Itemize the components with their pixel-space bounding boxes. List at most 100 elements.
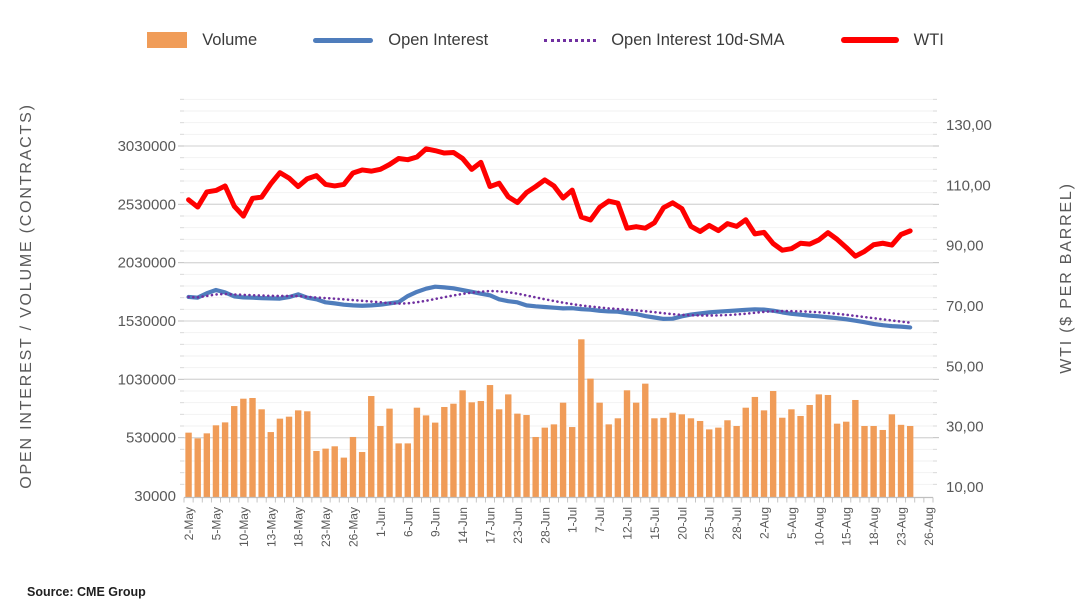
volume-bar (751, 396, 759, 497)
volume-bar (231, 406, 238, 497)
x-axis-tick-label: 23-Jun (511, 507, 525, 544)
open-interest-sma-line (187, 289, 912, 324)
volume-bar (806, 405, 813, 497)
volume-bar (267, 432, 274, 497)
volume-bar (203, 433, 211, 497)
right-axis-tick-label: 130,00 (946, 117, 992, 134)
x-axis-tick-label: 18-May (292, 507, 306, 547)
volume-bar (468, 402, 475, 497)
right-axis-tick-label: 50,00 (946, 358, 984, 375)
volume-bar (660, 417, 667, 497)
legend-label-volume: Volume (202, 30, 258, 49)
volume-bar (294, 410, 302, 497)
x-axis-tick-label: 28-Jul (730, 507, 744, 540)
volume-bar (870, 426, 877, 497)
right-axis-tick-label: 10,00 (946, 479, 984, 496)
volume-bar (596, 402, 603, 497)
x-axis-tick-label: 9-Jun (429, 507, 443, 537)
left-axis-tick-label: 3030000 (118, 138, 176, 155)
volume-bar (815, 394, 823, 497)
volume-bar (240, 398, 247, 497)
x-axis-tick-label: 28-Jun (538, 507, 552, 544)
volume-bar (377, 426, 384, 497)
x-axis-tick-label: 5-Aug (785, 507, 799, 539)
volume-bar (413, 407, 421, 497)
volume-bar (614, 418, 622, 497)
volume-bar (669, 412, 676, 497)
volume-bar (550, 424, 558, 497)
legend-item-open-interest-sma: Open Interest 10d-SMA (544, 31, 785, 50)
volume-bar (459, 390, 466, 497)
left-axis-tick-label: 1030000 (118, 371, 176, 388)
right-axis-title: WTI ($ PER BARREL) (1058, 182, 1075, 374)
volume-bar (185, 432, 192, 497)
x-axis-tick-label: 7-Jul (593, 507, 607, 533)
chart-legend: Volume Open Interest Open Interest 10d-S… (0, 22, 1091, 58)
volume-bar (852, 399, 859, 497)
volume-bar (349, 436, 357, 497)
volume-bar (358, 452, 366, 497)
volume-bar (340, 457, 348, 497)
x-axis-tick-label: 25-Jul (703, 507, 717, 540)
volume-bar (422, 415, 430, 497)
volume-bar (304, 411, 311, 497)
volume-bar (678, 414, 686, 497)
volume-bar (450, 403, 457, 497)
x-axis-tick-label: 17-Jun (483, 507, 497, 544)
left-axis-tick-label: 2030000 (118, 255, 176, 272)
volume-bar (715, 427, 722, 497)
volume-bar (879, 429, 886, 497)
volume-bar (486, 385, 494, 497)
volume-bar (797, 415, 804, 497)
series-lines (186, 146, 913, 330)
volume-bar (559, 402, 567, 497)
volume-bar (724, 420, 731, 497)
x-axis-tick-label: 20-Jul (675, 507, 689, 540)
x-axis-tick-label: 2-May (182, 507, 196, 540)
x-axis-tick-label: 23-Aug (895, 507, 909, 546)
x-axis-tick-label: 1-Jun (374, 507, 388, 537)
volume-bar (632, 402, 640, 497)
x-axis-tick-label: 12-Jul (621, 507, 635, 540)
left-axis-tick-label: 1530000 (118, 313, 176, 330)
volume-bar (532, 436, 539, 497)
left-axis-tick-label: 530000 (126, 430, 176, 447)
wti-swatch-icon (840, 37, 899, 43)
volume-bar (404, 443, 411, 497)
volume-bar (623, 390, 631, 497)
volume-bar (431, 422, 439, 497)
volume-bar (212, 425, 220, 497)
volume-bar (514, 413, 521, 497)
volume-swatch-icon (147, 32, 188, 48)
volume-bar (331, 446, 338, 497)
left-axis-tick-label: 30000 (134, 488, 176, 505)
volume-bar (769, 391, 777, 497)
volume-bar (906, 426, 914, 497)
left-axis-tick-label: 2530000 (118, 196, 176, 213)
volume-bar (441, 406, 448, 497)
x-axis-tick-label: 23-May (319, 507, 333, 547)
volume-bar (395, 443, 402, 497)
wti-line (186, 146, 913, 259)
x-axis-tick-label: 6-Jun (401, 507, 415, 537)
volume-bar (779, 417, 786, 497)
volume-bar (276, 418, 284, 497)
volume-bar (788, 409, 795, 497)
volume-bar (495, 409, 503, 497)
volume-bar (249, 398, 256, 497)
open-interest-line (186, 284, 913, 330)
axes: 3030000 2530000 2030000 1530000 1030000 53000… (118, 98, 992, 547)
open-interest-sma-swatch-icon (544, 38, 597, 42)
volume-bar (541, 427, 548, 497)
volume-bars (185, 339, 914, 497)
legend-item-wti: WTI (840, 31, 944, 50)
open-interest-swatch-icon (313, 37, 374, 43)
x-axis-tick-label: 18-Aug (867, 507, 881, 546)
right-axis-tick-label: 90,00 (946, 238, 984, 255)
volume-bar (651, 418, 658, 497)
volume-bar (742, 407, 749, 497)
volume-bar (833, 423, 841, 497)
x-axis-tick-label: 10-Aug (812, 507, 826, 546)
volume-bar (221, 422, 229, 497)
